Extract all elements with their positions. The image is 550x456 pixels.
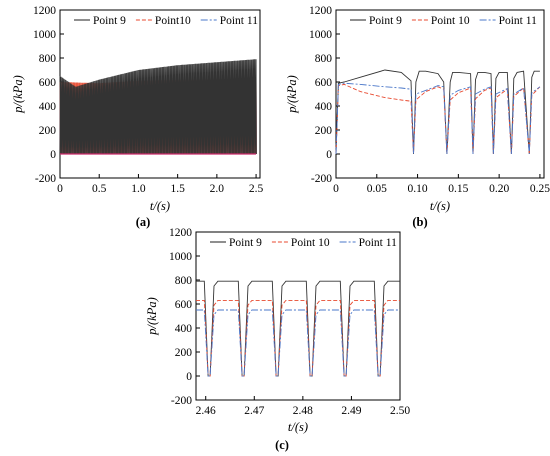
legend-entry: Point 10	[431, 15, 470, 27]
ytick-label: 600	[175, 299, 193, 311]
panel-c-label: (c)	[275, 438, 289, 452]
ytick-label: 1000	[309, 29, 332, 41]
panel-c-ylabel: p/(kPa)	[145, 297, 159, 335]
xtick-label: 0.5	[92, 183, 107, 195]
xtick-label: 1.5	[170, 183, 185, 195]
panel-b-plot-area	[335, 69, 541, 155]
ytick-label: -200	[35, 173, 56, 185]
ytick-label: -200	[311, 173, 332, 185]
series-line	[196, 299, 400, 377]
ytick-label: 0	[50, 149, 56, 161]
panel-c-xlabel: t/(s)	[288, 420, 308, 434]
legend-entry: Point 11	[220, 15, 258, 27]
ytick-label: 1200	[33, 5, 56, 17]
legend-entry: Point 11	[499, 15, 537, 27]
legend-entry: Point 11	[359, 237, 397, 249]
xtick-label: 0.20	[489, 183, 509, 195]
panel-a-plot-area	[59, 59, 257, 155]
xtick-label: 0.05	[367, 183, 387, 195]
xtick-label: 2.48	[293, 405, 313, 417]
panel-a-ylabel: p/(kPa)	[11, 75, 25, 113]
legend-entry: Point 9	[229, 237, 262, 249]
xtick-label: 2.46	[196, 405, 216, 417]
panel-c-plot-area	[196, 280, 400, 377]
xtick-label: 0.10	[408, 183, 428, 195]
panel-c-legend: Point 9 Point 10 Point 11	[210, 237, 397, 249]
ytick-label: 200	[39, 125, 57, 137]
xtick-label: 2.50	[390, 405, 410, 417]
ytick-label: 1200	[169, 227, 192, 239]
ytick-label: -200	[171, 395, 192, 407]
ytick-label: 400	[39, 101, 57, 113]
panel-b-label: (b)	[412, 215, 427, 229]
ytick-label: 600	[39, 77, 57, 89]
legend-entry: Point 10	[291, 237, 330, 249]
panel-b-xlabel: t/(s)	[430, 199, 450, 213]
ytick-label: 0	[326, 149, 332, 161]
panel-a-legend: Point 9 Point10 Point 11	[74, 15, 258, 27]
xtick-label: 1.0	[131, 183, 146, 195]
xtick-label: 2.0	[210, 183, 225, 195]
series-line	[59, 59, 257, 155]
ytick-label: 800	[175, 275, 193, 287]
series-line	[335, 83, 541, 155]
panel-c-axes-frame	[195, 231, 401, 401]
ytick-label: 800	[315, 53, 333, 65]
panel-a-label: (a)	[136, 215, 151, 229]
xtick-label: 2.49	[341, 405, 361, 417]
xtick-label: 0.25	[530, 183, 550, 195]
series-line	[196, 309, 400, 377]
legend-entry: Point 9	[93, 15, 126, 27]
series-line	[196, 280, 400, 377]
xtick-label: 0	[333, 183, 339, 195]
ytick-label: 600	[315, 77, 333, 89]
ytick-label: 1200	[309, 5, 332, 17]
panel-c-ticks: -200 0 200 400 600 800 1000 1200 2.46 2.47 2.48 2.4…	[169, 227, 410, 417]
ytick-label: 400	[175, 323, 193, 335]
ytick-label: 400	[315, 101, 333, 113]
series-line	[335, 69, 540, 155]
panel-c-chart: -200 0 200 400 600 800 1000 1200 2.46 2.47 2.48 2.4…	[145, 227, 410, 452]
xtick-label: 2.47	[244, 405, 264, 417]
xtick-label: 0.15	[448, 183, 468, 195]
xtick-label: 2.5	[249, 183, 264, 195]
panel-b-axes-frame	[335, 9, 545, 179]
legend-entry: Point 9	[369, 15, 402, 27]
ytick-label: 1000	[33, 29, 56, 41]
series-line	[335, 82, 541, 155]
ytick-label: 800	[39, 53, 57, 65]
ytick-label: 200	[175, 347, 193, 359]
xtick-label: 0	[57, 183, 63, 195]
panel-b-ylabel: p/(kPa)	[285, 75, 299, 113]
ytick-label: 0	[186, 371, 192, 383]
ytick-label: 1000	[169, 251, 192, 263]
legend-entry: Point10	[155, 15, 191, 27]
ytick-label: 200	[315, 125, 333, 137]
panel-b-legend: Point 9 Point 10 Point 11	[350, 15, 537, 27]
panel-a-xlabel: t/(s)	[150, 199, 170, 213]
